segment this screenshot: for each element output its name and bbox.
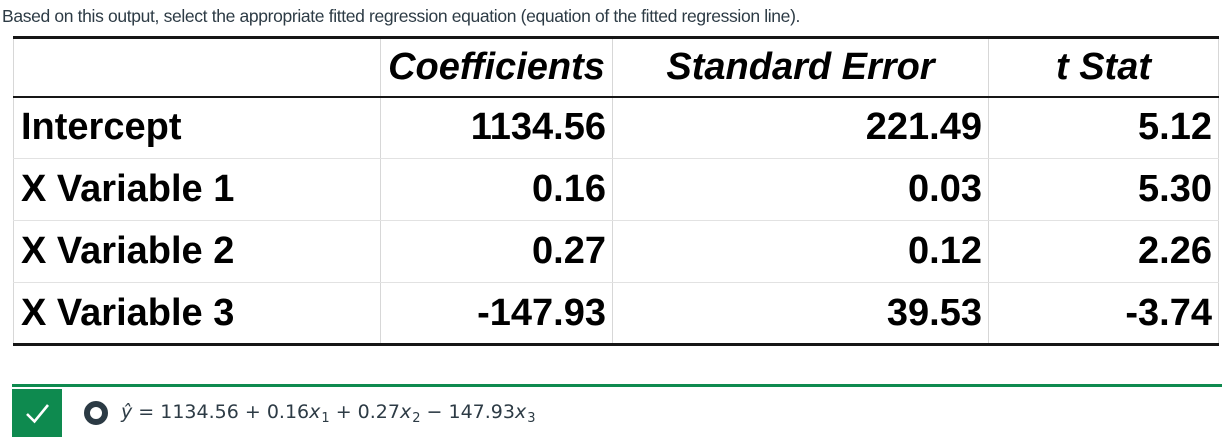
equation-y-hat: ŷ	[121, 400, 133, 423]
equation-x2: x	[399, 400, 412, 423]
equation-x2-subscript: 2	[412, 410, 421, 426]
table-row-x-variable-3: X Variable 3 -147.93 39.53 -3.74	[13, 282, 1219, 345]
t-stat-value: 5.12	[988, 96, 1219, 159]
t-stat-value: -3.74	[988, 282, 1219, 345]
radio-button-selected-icon[interactable]	[84, 401, 108, 425]
equation-intercept-term: = 1134.56 + 0.16	[132, 400, 310, 423]
standard-error-value: 0.12	[612, 220, 989, 283]
standard-error-value: 221.49	[612, 96, 989, 159]
equation-x1-subscript: 1	[321, 410, 330, 426]
answer-divider	[12, 384, 1222, 387]
regression-output-table: Coefficients Standard Error t Stat Inter…	[13, 36, 1219, 346]
answer-equation: ŷ = 1134.56 + 0.16x1 + 0.27x2 − 147.93x3	[121, 401, 536, 426]
coefficient-value: 0.16	[380, 158, 613, 221]
t-stat-value: 2.26	[988, 220, 1219, 283]
checkmark-icon	[25, 403, 49, 423]
table-row-x-variable-2: X Variable 2 0.27 0.12 2.26	[13, 220, 1219, 283]
question-text: Based on this output, select the appropr…	[2, 6, 801, 26]
row-label: Intercept	[13, 96, 381, 159]
header-standard-error: Standard Error	[612, 37, 989, 98]
table-row-intercept: Intercept 1134.56 221.49 5.12	[13, 96, 1219, 159]
equation-x3: x	[514, 400, 527, 423]
equation-term2: + 0.27	[329, 400, 400, 423]
coefficient-value: -147.93	[380, 282, 613, 345]
header-t-stat: t Stat	[988, 37, 1219, 98]
correct-answer-indicator	[12, 389, 62, 437]
equation-term3: − 147.93	[420, 400, 515, 423]
answer-option-selected[interactable]: ŷ = 1134.56 + 0.16x1 + 0.27x2 − 147.93x3	[84, 389, 536, 437]
table-row-x-variable-1: X Variable 1 0.16 0.03 5.30	[13, 158, 1219, 221]
standard-error-value: 0.03	[612, 158, 989, 221]
row-label: X Variable 1	[13, 158, 381, 221]
equation-x1: x	[309, 400, 321, 423]
header-empty	[13, 37, 381, 98]
equation-x3-subscript: 3	[527, 410, 536, 426]
coefficient-value: 0.27	[380, 220, 613, 283]
row-label: X Variable 3	[13, 282, 381, 345]
header-coefficients: Coefficients	[380, 37, 613, 98]
row-label: X Variable 2	[13, 220, 381, 283]
table-header-row: Coefficients Standard Error t Stat	[13, 37, 1219, 98]
standard-error-value: 39.53	[612, 282, 989, 345]
t-stat-value: 5.30	[988, 158, 1219, 221]
coefficient-value: 1134.56	[380, 96, 613, 159]
